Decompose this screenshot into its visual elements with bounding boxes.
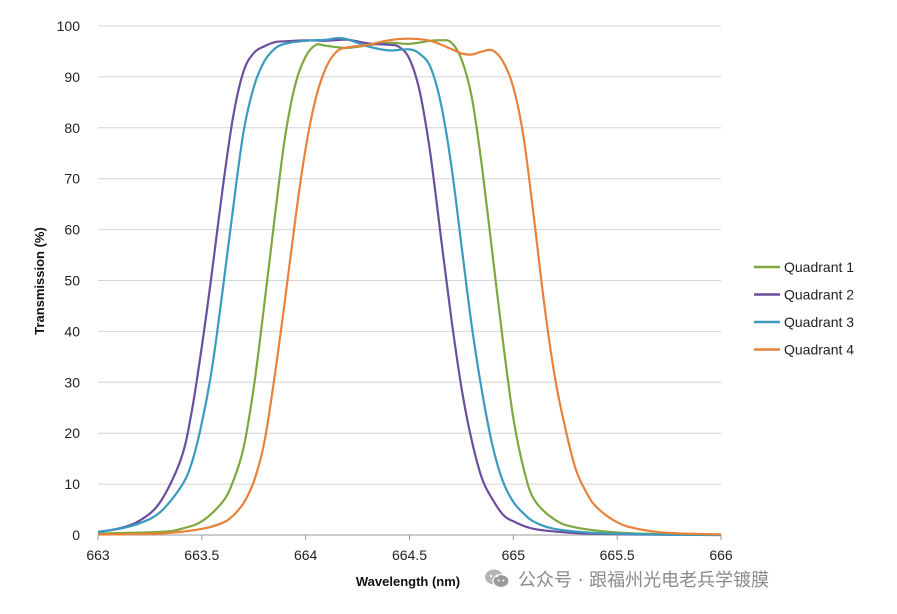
y-tick-label: 50 (64, 273, 80, 289)
y-tick-label: 100 (57, 18, 81, 34)
y-tick-label: 80 (64, 120, 80, 136)
wechat-icon (485, 569, 510, 589)
x-tick-label: 663.5 (184, 547, 219, 563)
series-lines (97, 37, 722, 537)
y-tick-label: 90 (64, 69, 80, 85)
legend-label-quadrant-4: Quadrant 4 (784, 342, 854, 358)
gridlines (98, 25, 721, 536)
watermark-text: 公众号 · 跟福州光电老兵学镀膜 (518, 570, 770, 591)
y-tick-label: 60 (64, 222, 80, 238)
x-axis-title: Wavelength (nm) (356, 574, 460, 589)
y-axis-title: Transmission (%) (32, 227, 47, 335)
legend: Quadrant 1 Quadrant 2 Quadrant 3 Quadrant 4 (754, 259, 854, 358)
series-line-quadrant-3 (97, 37, 722, 537)
series-line-quadrant-4 (97, 37, 722, 536)
x-tick-label: 665 (502, 547, 526, 563)
y-tick-label: 30 (64, 374, 80, 390)
watermark: 公众号 · 跟福州光电老兵学镀膜 (484, 566, 769, 592)
series-line-quadrant-2 (97, 38, 722, 537)
x-tick-label: 665.5 (600, 547, 635, 563)
legend-label-quadrant-1: Quadrant 1 (784, 259, 854, 275)
y-tick-label: 70 (64, 171, 80, 187)
legend-label-quadrant-2: Quadrant 2 (784, 287, 854, 303)
series-line-quadrant-1 (97, 39, 722, 536)
x-tick-label: 663 (86, 547, 110, 563)
x-tick-label: 666 (709, 547, 733, 563)
axes: 0 10 20 30 40 50 60 70 80 90 100 663 663.5 664 664.5 66… (57, 18, 733, 563)
x-tick-label: 664.5 (392, 547, 427, 563)
y-tick-label: 10 (64, 476, 80, 492)
y-tick-label: 40 (64, 323, 80, 339)
y-tick-label: 0 (72, 527, 80, 543)
legend-label-quadrant-3: Quadrant 3 (784, 314, 854, 330)
x-tick-label: 664 (294, 547, 318, 563)
y-tick-label: 20 (64, 425, 80, 441)
